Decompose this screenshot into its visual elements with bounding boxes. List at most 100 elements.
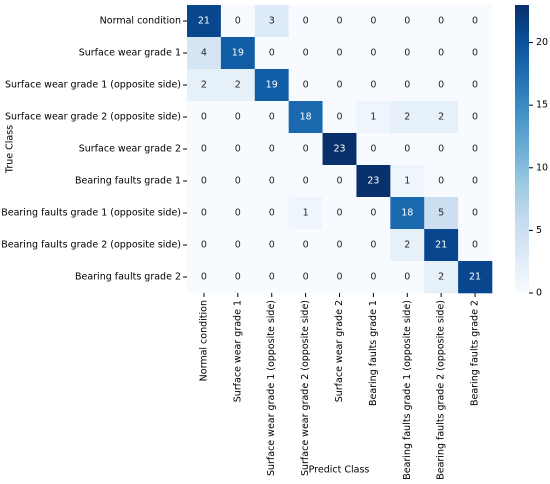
heatmap-cell [458, 5, 493, 38]
heatmap-cell [390, 5, 425, 38]
heatmap-cell [220, 101, 256, 134]
y-tick-label: Normal condition [100, 16, 181, 27]
cell-label: 0 [404, 272, 410, 283]
cell-label: 0 [438, 48, 444, 59]
heatmap-cell [424, 69, 459, 102]
heatmap-cell [187, 197, 222, 230]
cell-label: 0 [269, 272, 275, 283]
heatmap-cell [356, 165, 391, 198]
heatmap-cell [424, 5, 459, 38]
cell-label: 0 [370, 144, 376, 155]
heatmap-cell [424, 165, 459, 198]
heatmap-cell [288, 261, 323, 294]
heatmap-cell [424, 261, 459, 294]
heatmap-cell [322, 101, 357, 134]
colorbar-tick-label: 5 [536, 225, 542, 236]
heatmap-cell [322, 197, 357, 230]
x-tick-label: Bearing faults grade 2 [470, 300, 481, 406]
cell-label: 0 [201, 112, 207, 123]
cell-label: 0 [201, 208, 207, 219]
heatmap-cell [288, 229, 323, 262]
heatmap-cell [288, 37, 323, 70]
cell-label: 0 [303, 240, 309, 251]
heatmap-cell [187, 69, 222, 102]
cell-label: 0 [201, 144, 207, 155]
cell-label: 0 [370, 80, 376, 91]
cell-label: 1 [404, 176, 410, 187]
heatmap-cell [458, 261, 493, 294]
cell-label: 19 [232, 48, 244, 59]
heatmap-cell [322, 37, 357, 70]
x-tick-label: Normal condition [198, 300, 209, 381]
cell-label: 0 [303, 16, 309, 27]
heatmap-cell [254, 37, 289, 70]
heatmap-cell [187, 229, 222, 262]
heatmap-cell [254, 229, 289, 262]
heatmap-cell [356, 37, 391, 70]
heatmap-cell [390, 165, 425, 198]
cell-label: 21 [435, 240, 447, 251]
cell-label: 0 [269, 208, 275, 219]
heatmap-cell [254, 5, 289, 38]
y-tick-label: Bearing faults grade 1 (opposite side) [1, 208, 181, 219]
x-tick-label: Surface wear grade 2 (opposite side) [300, 300, 311, 476]
heatmap-cell [390, 261, 425, 294]
cell-label: 23 [367, 176, 379, 187]
cell-label: 0 [235, 176, 241, 187]
cell-label: 0 [269, 112, 275, 123]
heatmap-cell [254, 261, 289, 294]
heatmap-cell [288, 197, 323, 230]
cell-label: 0 [404, 144, 410, 155]
heatmap-cell [356, 5, 391, 38]
cell-label: 0 [303, 272, 309, 283]
heatmap-cell [322, 133, 357, 166]
y-tick-label: Surface wear grade 2 [79, 144, 181, 155]
cell-label: 0 [472, 144, 478, 155]
cell-label: 3 [269, 16, 275, 27]
cell-label: 0 [438, 144, 444, 155]
heatmap-cell [424, 37, 459, 70]
cell-label: 0 [472, 240, 478, 251]
heatmap-cell [458, 229, 493, 262]
cell-label: 0 [235, 16, 241, 27]
heatmap-cell [254, 69, 289, 102]
heatmap-cell [187, 261, 222, 294]
cell-label: 0 [472, 48, 478, 59]
heatmap-cell [356, 229, 391, 262]
cell-label: 0 [370, 16, 376, 27]
colorbar-tick-label: 20 [536, 37, 548, 48]
heatmap-cell [322, 165, 357, 198]
cell-label: 0 [269, 176, 275, 187]
heatmap-cell [322, 261, 357, 294]
cell-label: 19 [266, 80, 278, 91]
cell-label: 0 [336, 240, 342, 251]
colorbar-tick-label: 0 [536, 288, 542, 299]
heatmap-cell [288, 165, 323, 198]
cell-label: 0 [235, 144, 241, 155]
heatmap-cell [187, 37, 222, 70]
cell-label: 0 [336, 80, 342, 91]
cell-label: 0 [472, 16, 478, 27]
x-tick-label: Surface wear grade 1 (opposite side) [266, 300, 277, 476]
heatmap-cell [356, 69, 391, 102]
cell-label: 1 [303, 208, 309, 219]
cell-label: 2 [438, 112, 444, 123]
y-tick-label: Surface wear grade 2 (opposite side) [5, 112, 181, 123]
heatmap-cell [187, 165, 222, 198]
cell-label: 2 [404, 240, 410, 251]
heatmap-cell [356, 261, 391, 294]
heatmap-cell [220, 5, 256, 38]
cell-label: 0 [404, 80, 410, 91]
heatmap-cell [458, 69, 493, 102]
heatmap-cell [322, 5, 357, 38]
cell-label: 0 [201, 176, 207, 187]
colorbar-tick-label: 10 [536, 162, 548, 173]
cell-label: 0 [336, 208, 342, 219]
heatmap-cell [424, 133, 459, 166]
cell-label: 0 [201, 240, 207, 251]
cell-label: 0 [370, 48, 376, 59]
cell-label: 0 [303, 176, 309, 187]
cell-label: 0 [303, 144, 309, 155]
colorbar [515, 5, 529, 293]
